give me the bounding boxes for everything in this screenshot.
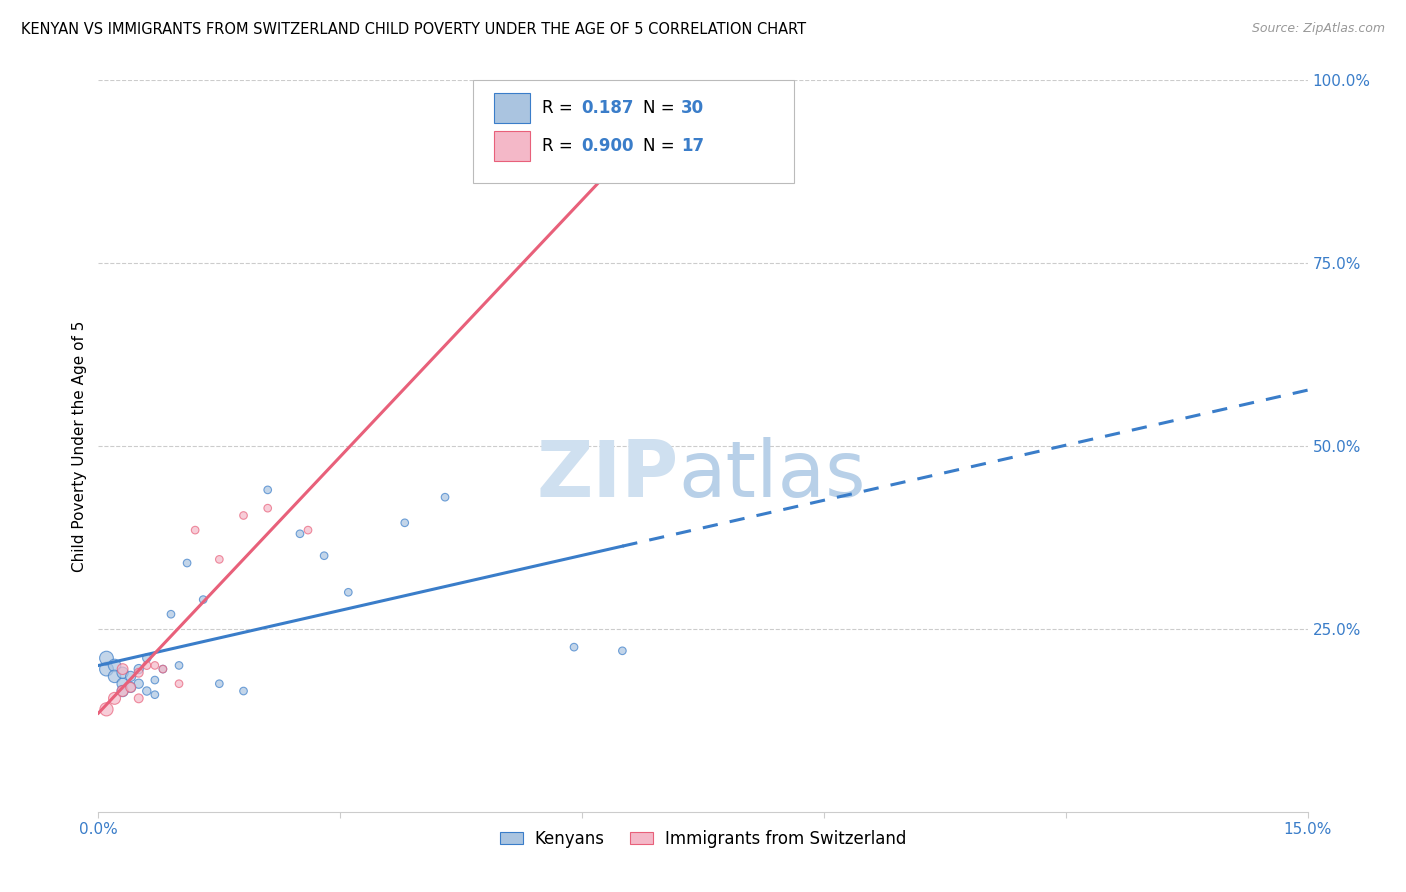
- Point: [612, 644, 634, 658]
- Point: [128, 691, 150, 706]
- Point: [256, 483, 278, 497]
- Point: [120, 681, 142, 695]
- Point: [143, 673, 166, 687]
- FancyBboxPatch shape: [474, 80, 793, 183]
- Point: [167, 658, 190, 673]
- Point: [692, 73, 714, 87]
- Point: [103, 691, 125, 706]
- Point: [103, 669, 125, 683]
- Point: [128, 665, 150, 680]
- Text: atlas: atlas: [679, 437, 866, 513]
- Point: [314, 549, 336, 563]
- Point: [232, 508, 254, 523]
- Point: [111, 684, 134, 698]
- Point: [111, 676, 134, 690]
- Point: [96, 651, 118, 665]
- Point: [256, 501, 278, 516]
- Point: [434, 490, 457, 504]
- Point: [111, 662, 134, 676]
- Point: [120, 681, 142, 695]
- Point: [128, 676, 150, 690]
- Point: [143, 658, 166, 673]
- Point: [167, 676, 190, 690]
- Point: [288, 526, 311, 541]
- Point: [96, 702, 118, 716]
- Text: 30: 30: [682, 99, 704, 117]
- Point: [128, 662, 150, 676]
- Point: [176, 556, 198, 570]
- Point: [143, 688, 166, 702]
- Point: [562, 640, 585, 655]
- Text: 0.187: 0.187: [581, 99, 633, 117]
- Point: [111, 684, 134, 698]
- Point: [208, 676, 231, 690]
- Point: [337, 585, 360, 599]
- Text: N =: N =: [643, 99, 679, 117]
- Text: ZIP: ZIP: [537, 437, 679, 513]
- Bar: [494, 131, 530, 161]
- Point: [135, 651, 157, 665]
- Point: [96, 662, 118, 676]
- Point: [193, 592, 215, 607]
- Point: [135, 658, 157, 673]
- Point: [152, 662, 174, 676]
- Point: [103, 658, 125, 673]
- Point: [297, 523, 319, 537]
- Point: [120, 669, 142, 683]
- Text: 17: 17: [682, 137, 704, 155]
- Bar: [494, 94, 530, 123]
- Text: KENYAN VS IMMIGRANTS FROM SWITZERLAND CHILD POVERTY UNDER THE AGE OF 5 CORRELATI: KENYAN VS IMMIGRANTS FROM SWITZERLAND CH…: [21, 22, 806, 37]
- Text: 0.900: 0.900: [581, 137, 633, 155]
- Legend: Kenyans, Immigrants from Switzerland: Kenyans, Immigrants from Switzerland: [494, 823, 912, 855]
- Y-axis label: Child Poverty Under the Age of 5: Child Poverty Under the Age of 5: [72, 320, 87, 572]
- Text: Source: ZipAtlas.com: Source: ZipAtlas.com: [1251, 22, 1385, 36]
- Point: [135, 684, 157, 698]
- Text: R =: R =: [543, 99, 578, 117]
- Point: [111, 665, 134, 680]
- Text: N =: N =: [643, 137, 679, 155]
- Text: R =: R =: [543, 137, 578, 155]
- Point: [394, 516, 416, 530]
- Point: [232, 684, 254, 698]
- Point: [160, 607, 183, 622]
- Point: [184, 523, 207, 537]
- Point: [208, 552, 231, 566]
- Point: [152, 662, 174, 676]
